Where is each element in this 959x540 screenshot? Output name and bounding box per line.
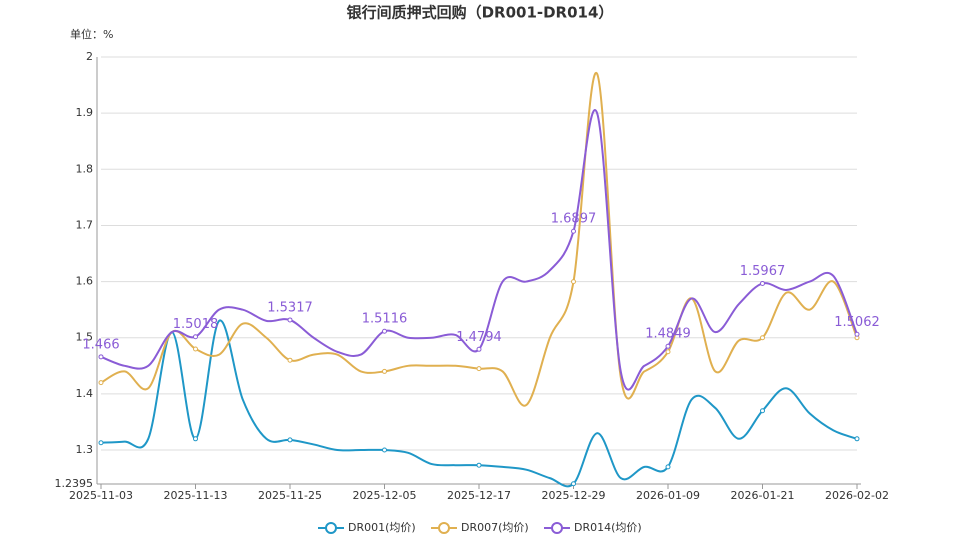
point <box>665 464 671 470</box>
point <box>287 437 293 443</box>
x-tick-label: 2025-11-13 <box>164 489 228 502</box>
data-label: 1.4794 <box>456 330 502 345</box>
y-tick-label: 2 <box>86 50 93 63</box>
point <box>98 380 104 386</box>
x-tick-label: 2025-11-03 <box>69 489 133 502</box>
y-tick-label: 1.5 <box>76 331 94 344</box>
x-tick-label: 2025-12-29 <box>542 489 606 502</box>
point <box>382 368 387 374</box>
point <box>854 436 860 442</box>
point <box>665 349 671 355</box>
line <box>100 72 858 407</box>
point <box>382 447 387 453</box>
legend-label: DR007(均价) <box>461 521 529 534</box>
point <box>98 440 104 446</box>
line <box>100 319 858 488</box>
data-label: 1.5062 <box>834 315 880 330</box>
data-label: 1.4849 <box>645 327 691 342</box>
point <box>193 436 198 442</box>
data-label: 1.5967 <box>740 264 786 279</box>
y-tick-label: 1.9 <box>76 106 94 119</box>
y-unit-label: 单位：% <box>70 27 113 41</box>
point <box>98 354 104 360</box>
y-tick-label: 1.8 <box>76 162 94 175</box>
point <box>287 357 293 363</box>
point <box>760 280 765 286</box>
data-label: 1.5018 <box>173 317 219 332</box>
chart-title: 银行间质押式回购（DR001-DR014） <box>347 4 614 22</box>
x-tick-label: 2026-01-09 <box>636 489 700 502</box>
point <box>476 346 482 352</box>
point <box>665 343 671 349</box>
legend-label: DR014(均价) <box>574 521 642 534</box>
point <box>760 335 765 341</box>
y-tick-label: 1.2395 <box>55 477 94 490</box>
legend-marker <box>325 522 337 534</box>
point <box>571 481 576 487</box>
point <box>854 331 860 337</box>
x-tick-label: 2026-01-21 <box>731 489 795 502</box>
data-label: 1.5116 <box>362 312 408 327</box>
legend-label: DR001(均价) <box>348 521 416 534</box>
point <box>382 328 387 334</box>
x-tick-label: 2025-12-05 <box>353 489 417 502</box>
y-tick-label: 1.6 <box>76 275 94 288</box>
y-tick-label: 1.7 <box>76 218 94 231</box>
point <box>571 228 576 234</box>
data-label: 1.6897 <box>551 212 597 227</box>
data-label: 1.466 <box>82 337 119 352</box>
line <box>100 109 858 391</box>
x-tick-label: 2026-02-02 <box>825 489 889 502</box>
point <box>476 366 482 372</box>
point <box>193 334 198 340</box>
y-tick-label: 1.3 <box>76 443 94 456</box>
data-label: 1.5317 <box>267 300 313 315</box>
point <box>476 462 482 468</box>
y-tick-label: 1.4 <box>76 387 94 400</box>
x-tick-label: 2025-12-17 <box>447 489 511 502</box>
legend-marker <box>438 522 450 534</box>
x-tick-label: 2025-11-25 <box>258 489 322 502</box>
legend-marker <box>551 522 563 534</box>
point <box>571 279 576 285</box>
point <box>287 317 293 323</box>
point <box>760 408 765 414</box>
point <box>193 346 198 352</box>
